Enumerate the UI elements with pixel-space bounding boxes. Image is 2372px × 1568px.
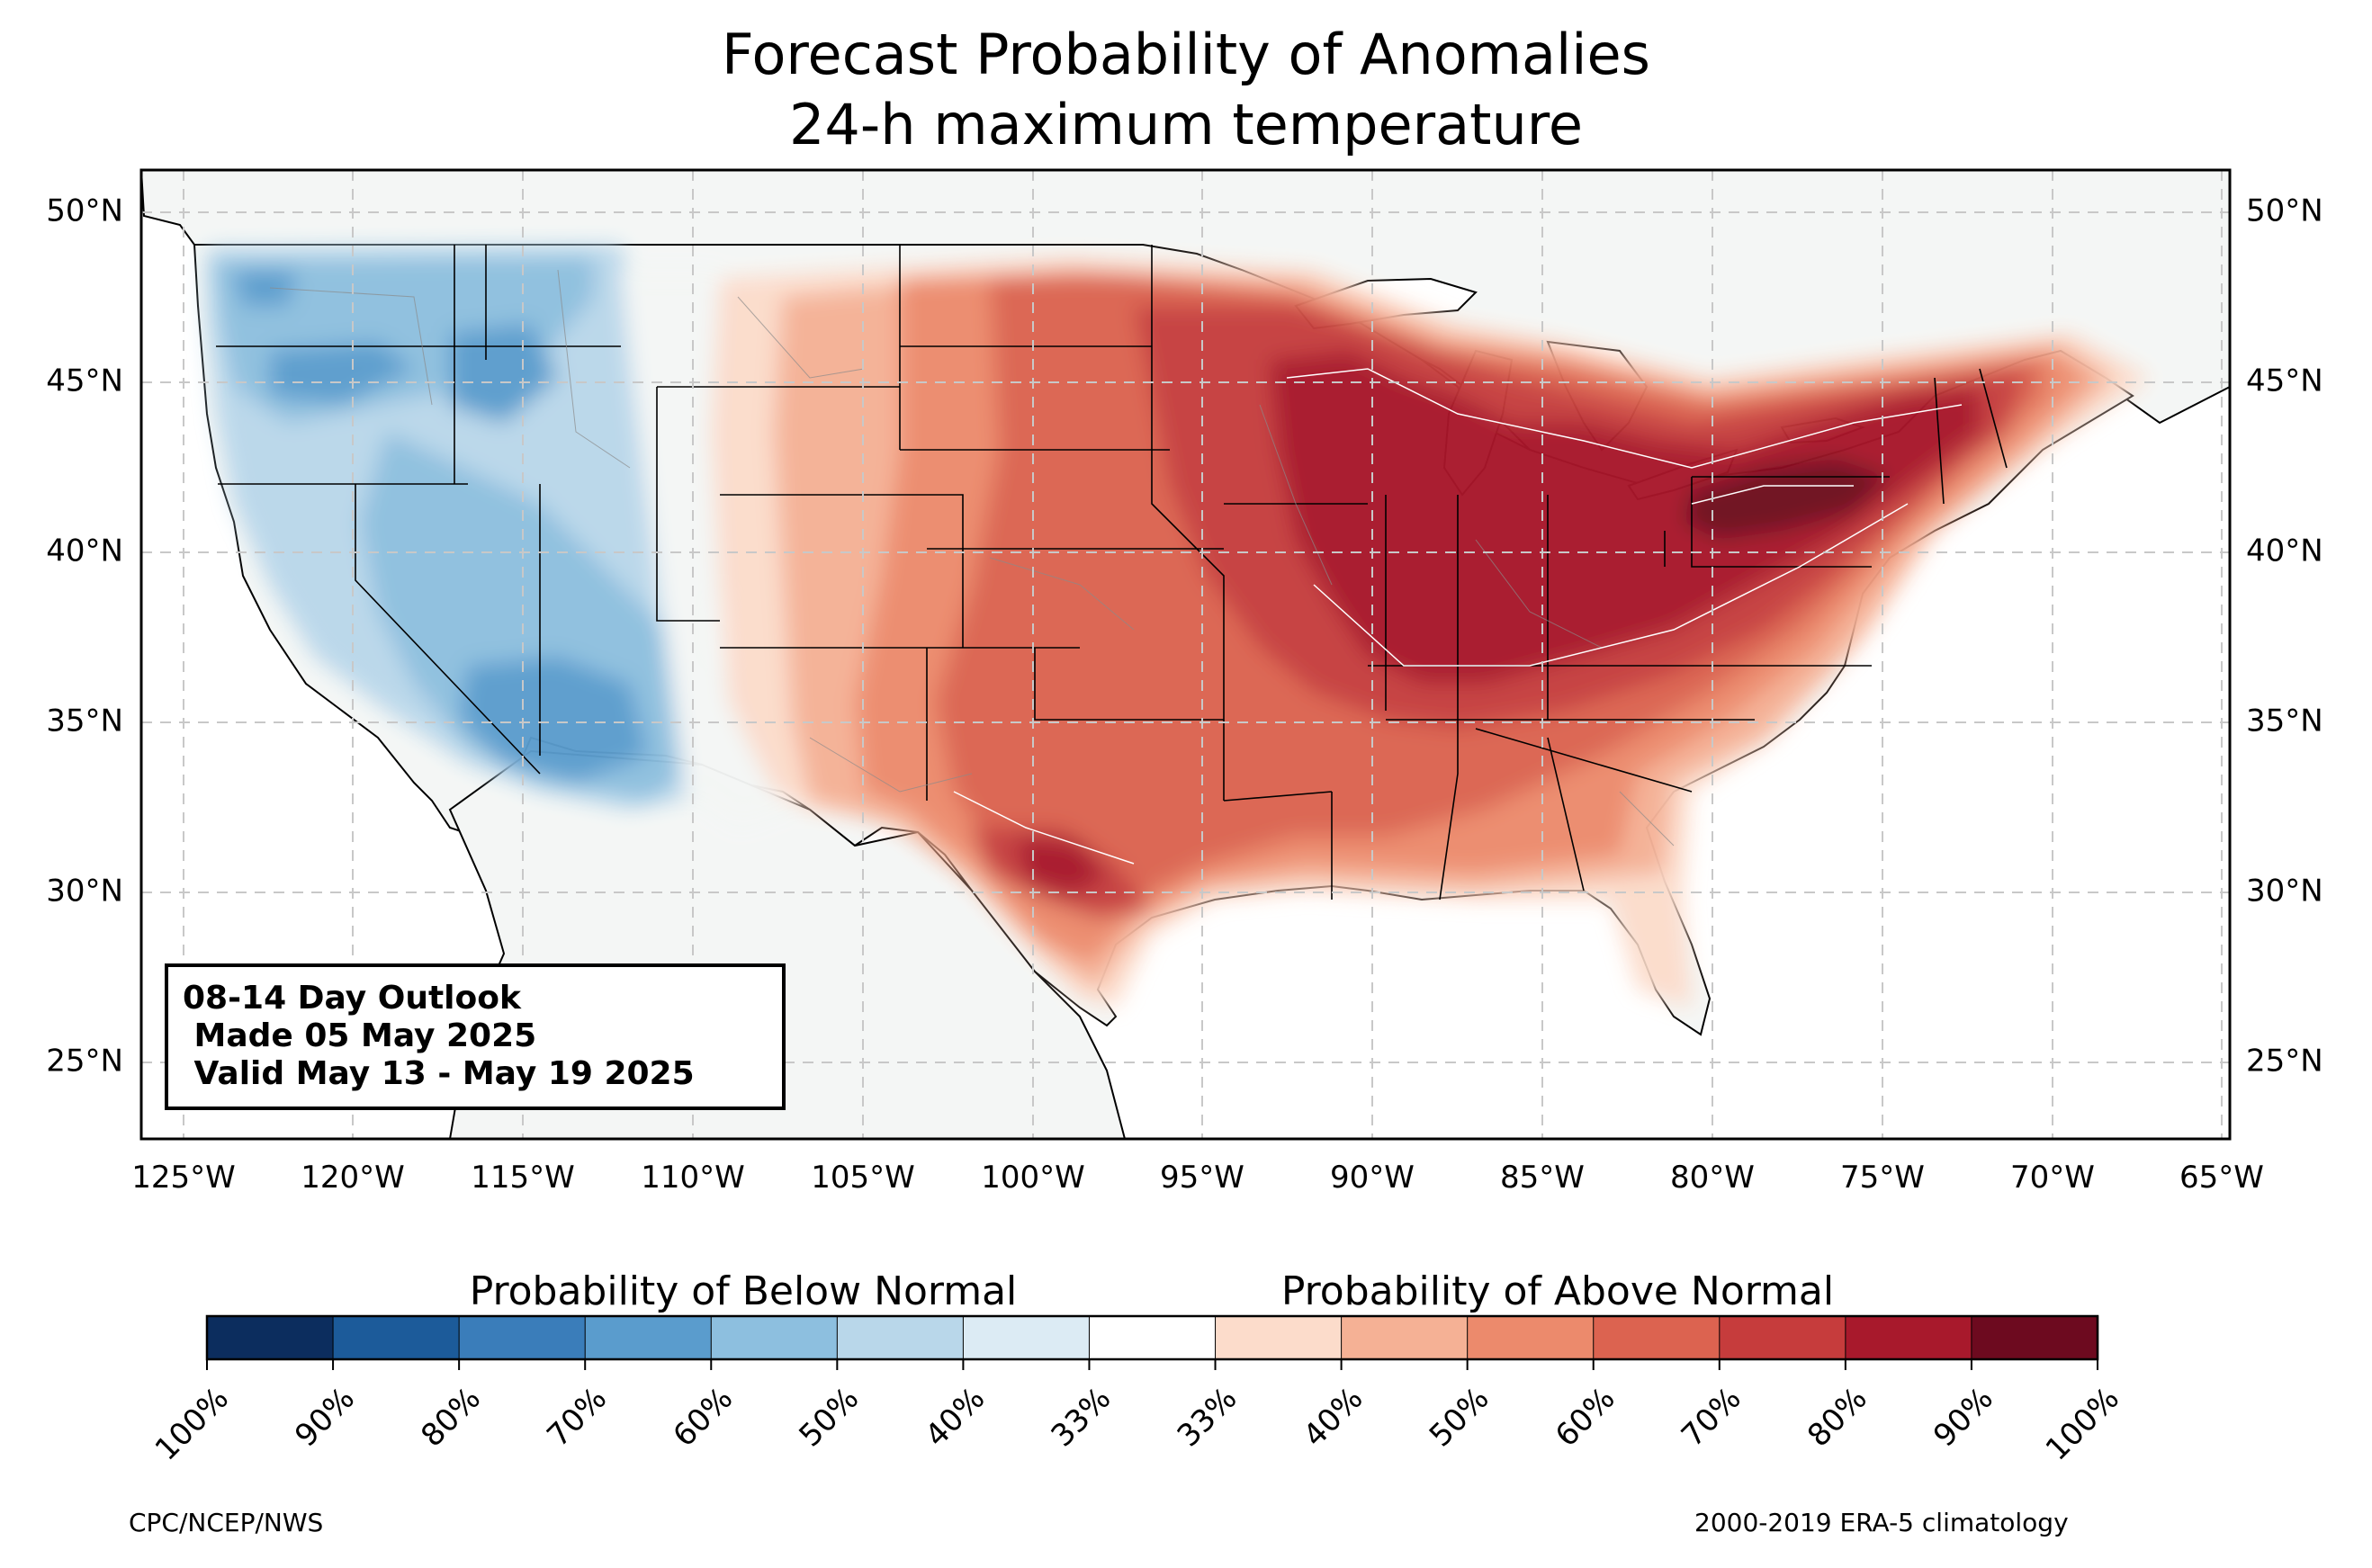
colorbar-tick-label: 100%: [2039, 1381, 2126, 1468]
lat-label: 50°N: [46, 193, 123, 229]
lat-label: 25°N: [46, 1044, 123, 1080]
lat-label: 35°N: [2246, 703, 2323, 739]
footer-climatology: 2000-2019 ERA-5 climatology: [1694, 1508, 2069, 1537]
lon-label: 120°W: [301, 1160, 405, 1196]
lat-label: 50°N: [2246, 193, 2323, 229]
gridlines: [141, 170, 2230, 1139]
title-line-1: Forecast Probability of Anomalies: [722, 22, 1650, 87]
colorbar-swatch: [458, 1315, 587, 1360]
colorbar-tick-label: 33%: [1045, 1381, 1119, 1455]
lat-label: 45°N: [46, 363, 123, 399]
colorbar-swatch: [1971, 1315, 2099, 1360]
map-title: Forecast Probability of Anomalies 24-h m…: [0, 20, 2372, 160]
lon-label: 115°W: [471, 1160, 575, 1196]
colorbar-tick-label: 70%: [1675, 1381, 1748, 1455]
colorbar-tick-label: 40%: [1297, 1381, 1370, 1455]
map-frame: [139, 168, 2232, 1141]
colorbar-tick-label: 100%: [148, 1381, 236, 1468]
colorbar-frame: [205, 1314, 2099, 1361]
colorbar-tick-label: 40%: [919, 1381, 993, 1455]
colorbar-swatch: [1719, 1315, 1846, 1360]
lat-label: 30°N: [46, 874, 123, 909]
anomaly-shading: [207, 245, 2151, 1008]
state-boundaries: [216, 245, 2008, 900]
lon-label: 110°W: [641, 1160, 745, 1196]
outlook-info-box: 08-14 Day Outlook Made 05 May 2025 Valid…: [165, 963, 786, 1110]
title-line-2: 24-h maximum temperature: [788, 92, 1584, 157]
colorbar-tick-label: 50%: [1423, 1381, 1496, 1455]
lon-label: 105°W: [811, 1160, 915, 1196]
colorbar-tick-label: 90%: [288, 1381, 362, 1455]
footer-source: CPC/NCEP/NWS: [129, 1508, 324, 1537]
colorbar-swatch: [332, 1315, 461, 1360]
colorbar: Probability of Below Normal Probability …: [148, 1268, 2126, 1468]
colorbar-swatch: [1088, 1315, 1217, 1360]
colorbar-below-title: Probability of Below Normal: [470, 1268, 1018, 1314]
lon-label: 75°W: [1840, 1160, 1925, 1196]
lon-label: 70°W: [2010, 1160, 2095, 1196]
lon-label: 100°W: [981, 1160, 1085, 1196]
colorbar-swatch: [206, 1315, 335, 1360]
lon-label: 80°W: [1670, 1160, 1755, 1196]
colorbar-tick-label: 33%: [1171, 1381, 1244, 1455]
longitude-labels: 125°W 120°W 115°W 110°W 105°W 100°W 95°W…: [131, 1160, 2264, 1196]
lon-label: 125°W: [131, 1160, 236, 1196]
lat-label: 25°N: [2246, 1044, 2323, 1080]
colorbar-tick-label: 80%: [1801, 1381, 1874, 1455]
county-lines: [269, 269, 1675, 847]
outlook-valid-dates: Valid May 13 - May 19 2025: [183, 1055, 695, 1092]
colorbar-tick-label: 80%: [414, 1381, 488, 1455]
colorbar-ticks: 100% 90% 80% 70% 60% 50% 40% 33% 33% 40% 50% 60% 70%…: [148, 1359, 2126, 1468]
colorbar-above-title: Probability of Above Normal: [1281, 1268, 1834, 1314]
colorbar-swatch: [584, 1315, 713, 1360]
colorbar-swatches: [206, 1315, 2099, 1360]
colorbar-swatch: [836, 1315, 965, 1360]
latitude-labels-right: 50°N 45°N 40°N 35°N 30°N 25°N: [2246, 193, 2323, 1080]
latitude-labels-left: 50°N 45°N 40°N 35°N 30°N 25°N: [46, 193, 123, 1080]
colorbar-tick-label: 60%: [1549, 1381, 1622, 1455]
lon-label: 85°W: [1500, 1160, 1585, 1196]
outlook-made-date: Made 05 May 2025: [183, 1017, 537, 1054]
lat-label: 35°N: [46, 703, 123, 739]
colorbar-swatch: [962, 1315, 1091, 1360]
colorbar-tick-label: 50%: [793, 1381, 867, 1455]
lon-label: 90°W: [1330, 1160, 1415, 1196]
lon-label: 65°W: [2179, 1160, 2264, 1196]
colorbar-swatch: [1341, 1315, 1469, 1360]
outlook-period: 08-14 Day Outlook: [183, 980, 521, 1017]
colorbar-swatch: [710, 1315, 839, 1360]
colorbar-swatch: [1467, 1315, 1595, 1360]
colorbar-tick-label: 70%: [540, 1381, 614, 1455]
colorbar-swatch: [1593, 1315, 1721, 1360]
colorbar-tick-label: 60%: [666, 1381, 740, 1455]
lat-label: 45°N: [2246, 363, 2323, 399]
colorbar-tick-label: 90%: [1927, 1381, 2000, 1455]
lat-label: 40°N: [2246, 533, 2323, 569]
lat-label: 30°N: [2246, 874, 2323, 909]
colorbar-swatch: [1215, 1315, 1343, 1360]
colorbar-swatch: [1845, 1315, 1973, 1360]
probability-contours: [953, 368, 1963, 865]
lat-label: 40°N: [46, 533, 123, 569]
lon-label: 95°W: [1160, 1160, 1244, 1196]
